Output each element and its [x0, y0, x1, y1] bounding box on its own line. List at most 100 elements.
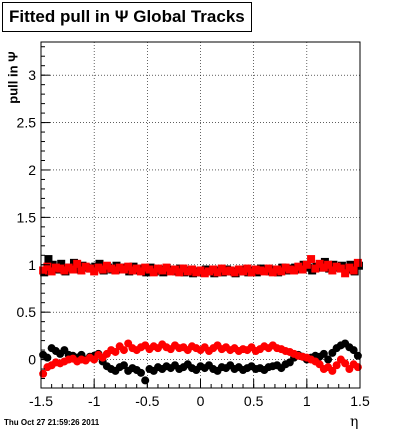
data-point [319, 349, 328, 358]
data-point [90, 267, 99, 276]
data-point [145, 265, 154, 274]
data-point [128, 266, 137, 275]
y-tick-label: 1.5 [17, 209, 37, 225]
y-tick-label: 1 [28, 257, 36, 273]
data-point [170, 265, 179, 274]
data-point [256, 266, 265, 275]
data-point [111, 266, 120, 275]
data-point [166, 267, 175, 276]
data-point [115, 263, 124, 272]
data-point [64, 263, 73, 272]
data-point [230, 268, 239, 277]
data-point [119, 265, 128, 274]
data-point [290, 266, 299, 275]
data-point [353, 363, 362, 372]
data-point [260, 267, 269, 276]
data-point [328, 366, 337, 375]
data-point [44, 255, 53, 264]
chart-title: Fitted pull in Ψ Global Tracks [2, 2, 252, 32]
y-tick-label: 0 [28, 352, 36, 368]
x-axis-label: η [350, 414, 359, 430]
data-point [277, 267, 286, 276]
data-point [226, 266, 235, 275]
data-point [94, 263, 103, 272]
x-tick-label: -0.5 [135, 393, 159, 409]
y-tick-label: 3 [28, 67, 36, 83]
data-point [60, 266, 69, 275]
data-point [39, 266, 48, 275]
data-point [196, 266, 205, 275]
data-point [57, 259, 66, 268]
data-point [353, 351, 362, 360]
data-point [205, 267, 214, 276]
data-point [319, 263, 328, 272]
data-point [349, 346, 358, 355]
y-tick-label: 2.5 [17, 115, 37, 131]
data-point [324, 260, 333, 269]
data-point [234, 265, 243, 274]
data-point [336, 264, 345, 273]
data-point [187, 265, 196, 274]
data-point [332, 361, 341, 370]
data-point [302, 260, 311, 269]
data-point [264, 264, 273, 273]
axes: -1.5 -1 -0.5 0 0.5 1 1.5 0 0.5 1 1.5 2 2.5 3 [17, 41, 370, 409]
data-point [107, 264, 116, 273]
data-point [124, 262, 133, 271]
data-point [179, 264, 188, 273]
data-point [141, 263, 150, 272]
data-point [153, 264, 162, 273]
x-tick-label: 1.5 [350, 393, 370, 409]
data-point [345, 263, 354, 272]
data-point [332, 262, 341, 271]
data-point [307, 255, 316, 264]
x-tick-label: 1 [303, 393, 311, 409]
y-tick-label: 0.5 [17, 304, 37, 320]
data-point [51, 263, 60, 272]
data-point [251, 265, 260, 274]
data-point [132, 264, 141, 273]
data-point [39, 369, 48, 378]
data-point [328, 266, 337, 275]
data-point [119, 346, 128, 355]
data-point [268, 268, 277, 277]
data-point [175, 268, 184, 277]
data-point [324, 355, 333, 364]
data-point [183, 267, 192, 276]
data-point [222, 267, 231, 276]
timestamp-footer: Thu Oct 27 21:59:26 2011 [4, 418, 100, 427]
data-point [136, 368, 145, 377]
data-point [217, 264, 226, 273]
x-tick-label: -1 [88, 393, 101, 409]
data-point [98, 265, 107, 274]
data-point [73, 259, 82, 268]
data-point [311, 264, 320, 273]
y-tick-label: 2 [28, 162, 36, 178]
data-point [141, 376, 150, 385]
data-point [77, 266, 86, 275]
x-tick-label: -1.5 [29, 393, 53, 409]
data-point [68, 265, 77, 274]
data-point [102, 261, 111, 270]
x-tick-label: 0.5 [244, 393, 264, 409]
data-point [239, 267, 248, 276]
data-point [81, 262, 90, 271]
data-point [341, 269, 350, 278]
data-point [281, 263, 290, 272]
data-point [353, 258, 362, 267]
data-point [315, 259, 324, 268]
data-points [39, 255, 363, 385]
data-point [200, 269, 209, 278]
data-point [158, 266, 167, 275]
data-point [298, 265, 307, 274]
data-point [243, 264, 252, 273]
data-point [56, 264, 65, 273]
chart-title-text: Fitted pull in Ψ Global Tracks [9, 7, 245, 26]
data-point [85, 264, 94, 273]
data-point [285, 265, 294, 274]
x-tick-label: 0 [197, 393, 205, 409]
data-point [43, 353, 52, 362]
data-point [43, 262, 52, 271]
data-point [294, 262, 303, 271]
